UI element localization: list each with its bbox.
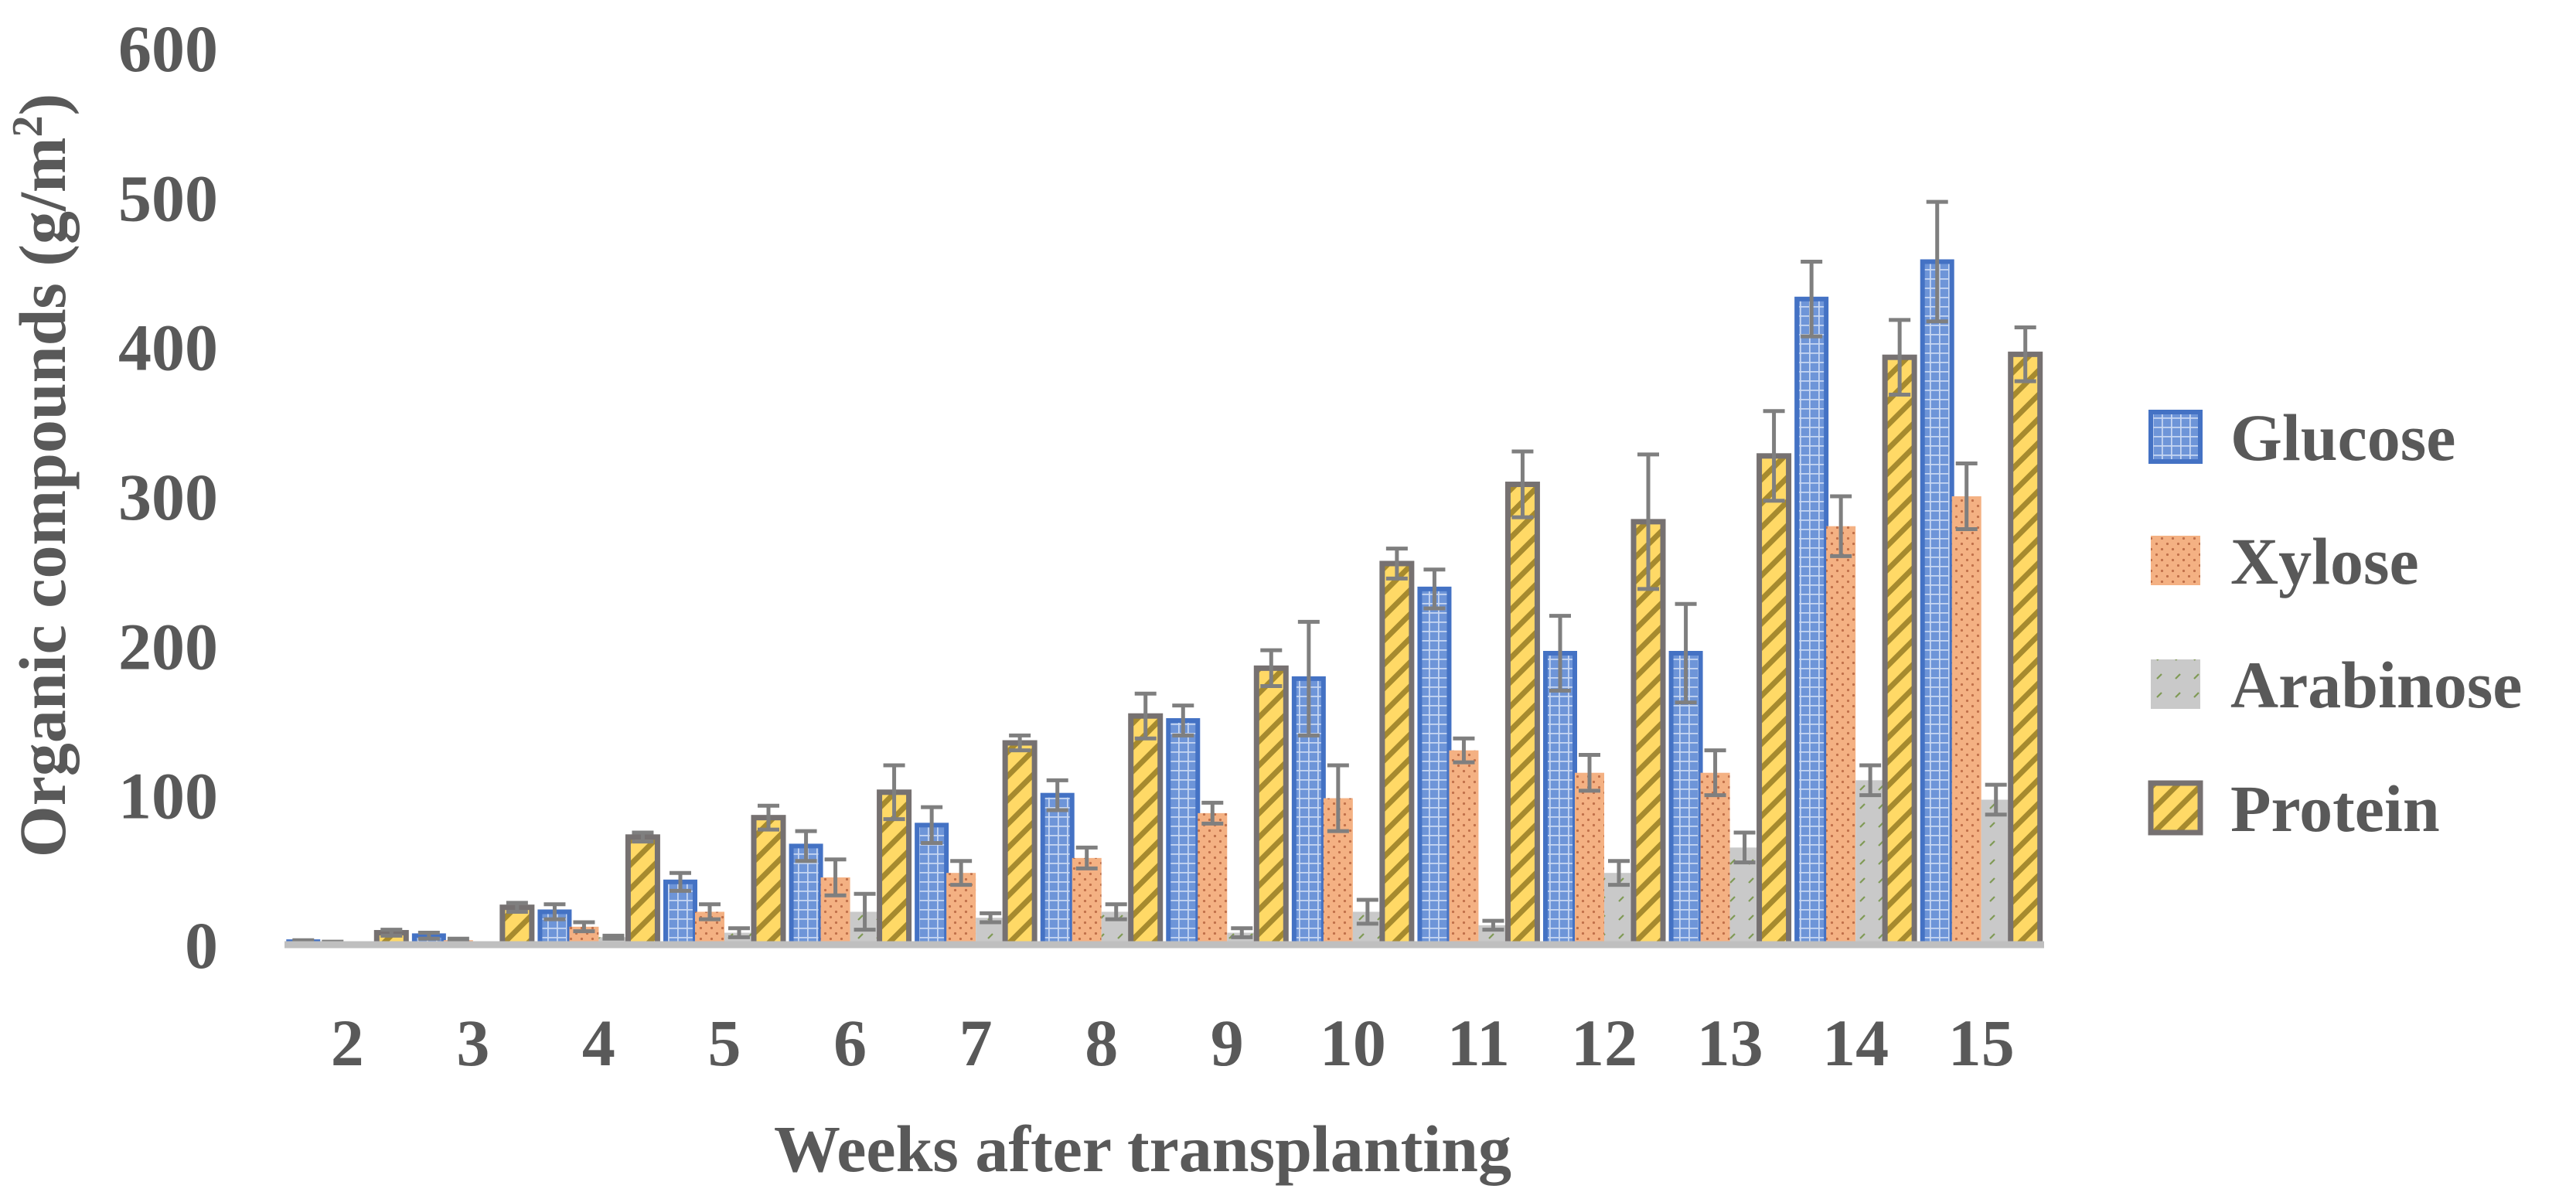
bars bbox=[286, 259, 2043, 948]
bar-protein bbox=[1253, 665, 1289, 948]
bar-glucose bbox=[1920, 259, 1954, 947]
bar-xylose bbox=[1449, 750, 1479, 945]
y-tick-label: 600 bbox=[118, 12, 218, 86]
bar-glucose bbox=[1794, 296, 1829, 947]
bar-xylose bbox=[1951, 496, 1981, 945]
legend-swatch-protein bbox=[2148, 780, 2203, 836]
x-tick-label: 3 bbox=[456, 1006, 489, 1080]
legend-swatch-glucose bbox=[2148, 410, 2203, 464]
legend-label-xylose: Xylose bbox=[2230, 524, 2419, 598]
bar-xylose bbox=[1072, 857, 1102, 945]
y-tick-label: 200 bbox=[118, 609, 218, 683]
x-tick-label: 10 bbox=[1320, 1006, 1386, 1080]
legend: Glucose Xylose Arabinose Protein bbox=[2148, 400, 2522, 846]
bar-protein bbox=[1882, 354, 1917, 948]
x-tick-label: 9 bbox=[1211, 1006, 1244, 1080]
bar-protein bbox=[1504, 482, 1540, 948]
y-tick-label: 300 bbox=[118, 460, 218, 534]
bar-protein bbox=[1757, 453, 1792, 948]
bar-xylose bbox=[1700, 772, 1730, 945]
bar-protein bbox=[1128, 713, 1164, 948]
x-tick-label: 15 bbox=[1948, 1006, 2015, 1080]
x-tick-label: 5 bbox=[708, 1006, 741, 1080]
x-tick-label: 6 bbox=[833, 1006, 867, 1080]
bar-protein bbox=[2008, 351, 2043, 948]
legend-swatch-arabinose bbox=[2151, 659, 2200, 709]
bar-xylose bbox=[1575, 772, 1604, 945]
bar-protein bbox=[1379, 560, 1415, 948]
bar-arabinose bbox=[1981, 799, 2011, 945]
x-axis-title: Weeks after transplanting bbox=[774, 1112, 1511, 1186]
x-tick-label: 13 bbox=[1697, 1006, 1763, 1080]
bar-glucose bbox=[1166, 718, 1201, 947]
legend-label-glucose: Glucose bbox=[2230, 400, 2455, 475]
x-tick-label: 7 bbox=[959, 1006, 993, 1080]
y-tick-label: 0 bbox=[185, 908, 218, 983]
bar-glucose bbox=[1417, 586, 1452, 947]
x-tick-label: 8 bbox=[1085, 1006, 1118, 1080]
legend-swatch-xylose bbox=[2151, 536, 2200, 585]
bar-protein bbox=[625, 834, 660, 948]
y-axis-ticks: 0 100 200 300 400 500 600 bbox=[118, 12, 218, 983]
bar-glucose bbox=[1543, 651, 1577, 947]
x-tick-label: 11 bbox=[1447, 1006, 1510, 1080]
bar-protein bbox=[1002, 740, 1038, 948]
x-tick-label: 12 bbox=[1571, 1006, 1637, 1080]
bar-arabinose bbox=[1855, 780, 1886, 945]
bar-xylose bbox=[1198, 812, 1228, 945]
y-axis-title-superscript: 2 bbox=[4, 115, 52, 137]
bar-arabinose bbox=[598, 937, 629, 945]
y-tick-label: 500 bbox=[118, 161, 218, 235]
legend-label-protein: Protein bbox=[2230, 772, 2440, 846]
error-bars bbox=[292, 199, 2036, 947]
legend-label-arabinose: Arabinose bbox=[2230, 648, 2522, 722]
x-tick-label: 14 bbox=[1822, 1006, 1889, 1080]
bar-protein bbox=[751, 815, 786, 948]
y-tick-label: 100 bbox=[118, 759, 218, 833]
bar-glucose bbox=[1040, 792, 1075, 947]
bar-xylose bbox=[1826, 526, 1856, 945]
x-tick-label: 2 bbox=[331, 1006, 364, 1080]
x-axis-ticks: 2 3 4 5 6 7 8 9 10 11 12 13 14 15 bbox=[331, 1006, 2015, 1080]
y-axis-title-main: Organic compounds (g/m bbox=[5, 137, 80, 857]
y-axis-title-close: ) bbox=[5, 94, 80, 116]
y-tick-label: 400 bbox=[118, 311, 218, 385]
x-tick-label: 4 bbox=[582, 1006, 615, 1080]
y-axis-title: Organic compounds (g/m2) bbox=[4, 94, 80, 857]
